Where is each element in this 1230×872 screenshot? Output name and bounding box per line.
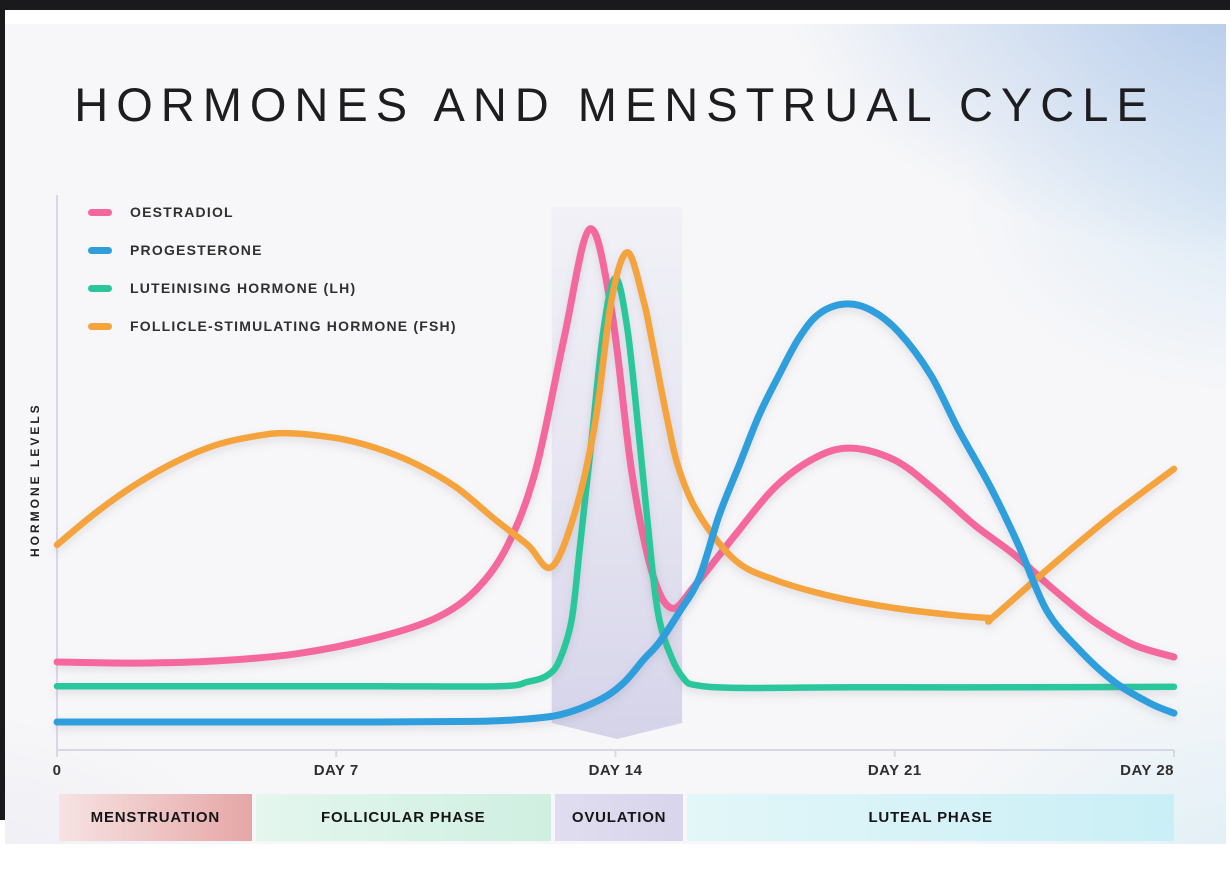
x-tick-label: DAY 28 bbox=[1120, 762, 1174, 779]
legend-label: LUTEINISING HORMONE (LH) bbox=[130, 280, 357, 296]
phase-band-label: MENSTRUATION bbox=[90, 809, 220, 826]
window-left-edge bbox=[0, 10, 5, 820]
phase-band-label: LUTEAL PHASE bbox=[868, 809, 993, 826]
phase-band-label: OVULATION bbox=[571, 809, 667, 826]
legend-swatch-icon bbox=[88, 322, 112, 330]
series-line-oestradiol bbox=[53, 225, 1178, 667]
window-top-edge bbox=[0, 0, 1230, 10]
phase-band-label: FOLLICULAR PHASE bbox=[321, 809, 486, 826]
x-tick-label: 0 bbox=[52, 762, 62, 779]
phase-band-ovulation: OVULATION bbox=[554, 794, 684, 841]
legend-label: OESTRADIOL bbox=[130, 204, 234, 220]
legend-item: PROGESTERONE bbox=[88, 242, 457, 258]
chart-series-lines bbox=[53, 225, 1178, 726]
legend-item: OESTRADIOL bbox=[88, 204, 457, 220]
legend-swatch-icon bbox=[88, 246, 112, 254]
legend-swatch-icon bbox=[88, 208, 112, 216]
x-tick-label: DAY 21 bbox=[867, 762, 922, 779]
phase-band-follicular-phase: FOLLICULAR PHASE bbox=[255, 794, 551, 841]
page-title: HORMONES AND MENSTRUAL CYCLE bbox=[74, 78, 1156, 132]
x-tick-label: DAY 7 bbox=[313, 762, 359, 779]
y-axis-label: HORMONE LEVELS bbox=[28, 402, 42, 558]
legend-item: FOLLICLE-STIMULATING HORMONE (FSH) bbox=[88, 318, 457, 334]
series-line-follicle-stimulating-hormone-fsh bbox=[53, 249, 1178, 625]
phase-band-luteal-phase: LUTEAL PHASE bbox=[687, 794, 1174, 841]
phase-band-menstruation: MENSTRUATION bbox=[58, 794, 252, 841]
x-tick-label: DAY 14 bbox=[588, 762, 643, 779]
legend-item: LUTEINISING HORMONE (LH) bbox=[88, 280, 457, 296]
series-line-progesterone bbox=[53, 300, 1178, 726]
chart-axes bbox=[56, 195, 1176, 757]
legend-label: FOLLICLE-STIMULATING HORMONE (FSH) bbox=[130, 318, 457, 334]
legend-label: PROGESTERONE bbox=[130, 242, 263, 258]
legend-swatch-icon bbox=[88, 284, 112, 292]
legend: OESTRADIOL PROGESTERONE LUTEINISING HORMON… bbox=[88, 204, 457, 334]
